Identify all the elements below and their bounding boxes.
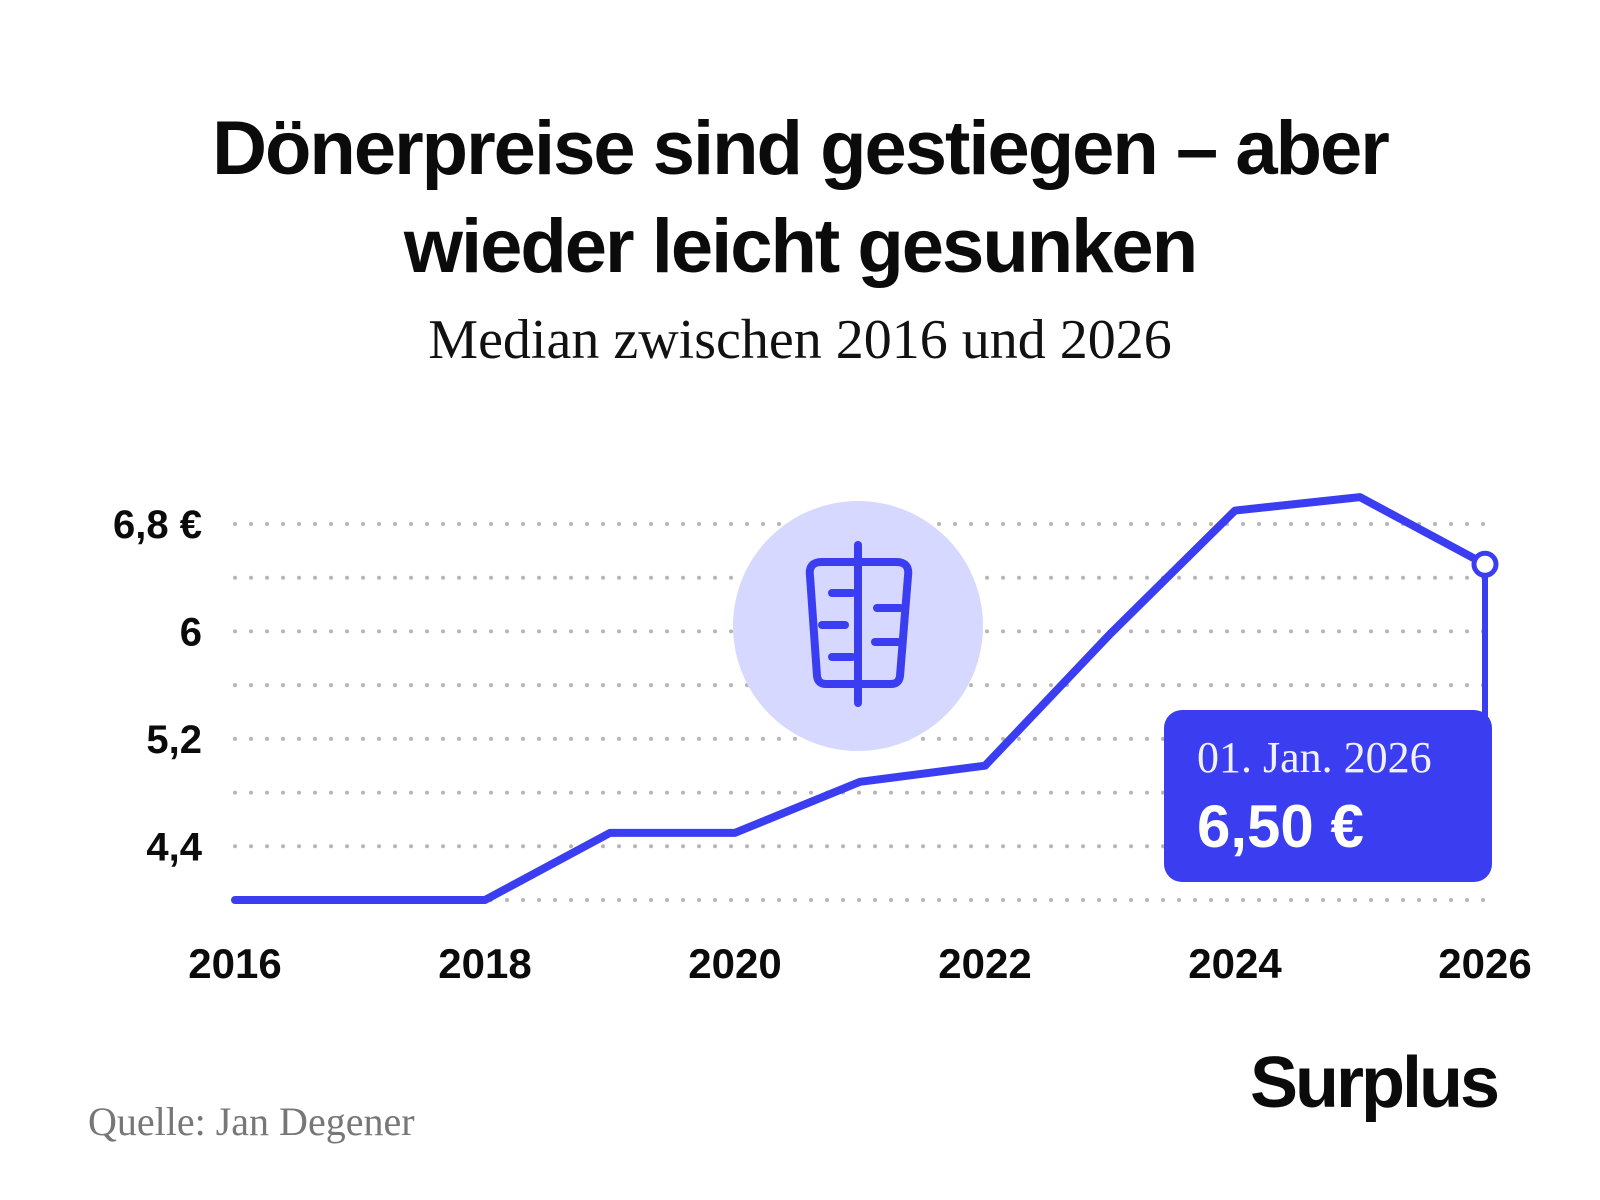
chart-title: Dönerpreise sind gestiegen – aber wieder…	[0, 100, 1600, 296]
x-tick-label: 2024	[1188, 940, 1282, 987]
data-point-2019	[606, 829, 614, 837]
y-axis-ticks: 6,8 € 6 5,2 4,4	[113, 503, 203, 869]
x-tick-label: 2016	[188, 940, 281, 987]
y-tick-label: 5,2	[146, 718, 202, 762]
data-point-2017	[356, 896, 364, 904]
data-point-2022	[981, 762, 989, 770]
chart-subtitle: Median zwischen 2016 und 2026	[428, 309, 1172, 371]
callout-value: 6,50 €	[1197, 793, 1364, 860]
y-tick-label: 6,8 €	[113, 503, 202, 547]
x-axis-ticks: 2016 2018 2020 2022 2024 2026	[188, 940, 1531, 987]
chart-title-line-1: Dönerpreise sind gestiegen – aber	[212, 106, 1390, 191]
doner-kebab-icon	[733, 501, 983, 751]
x-tick-label: 2020	[688, 940, 781, 987]
data-point-2021	[856, 778, 864, 786]
value-callout: 01. Jan. 2026 6,50 €	[1164, 710, 1492, 882]
doner-icon-glyph	[805, 541, 913, 707]
highlight-point-2026	[1471, 550, 1499, 578]
data-point-2023	[1106, 630, 1114, 638]
y-tick-label: 4,4	[146, 825, 202, 869]
x-tick-label: 2022	[938, 940, 1031, 987]
x-tick-label: 2018	[438, 940, 531, 987]
brand-logo: Surplus	[1250, 1043, 1500, 1123]
data-point-2016	[231, 896, 239, 904]
callout-date: 01. Jan. 2026	[1197, 733, 1432, 782]
data-point-2018	[481, 896, 489, 904]
data-point-2024	[1231, 507, 1239, 515]
source-note: Quelle: Jan Degener	[88, 1099, 415, 1144]
series-line-median-price	[231, 493, 1489, 904]
chart-title-line-2: wieder leicht gesunken	[403, 204, 1198, 289]
y-tick-label: 6	[180, 610, 202, 654]
data-point-2020	[731, 829, 739, 837]
data-point-2025	[1356, 493, 1364, 501]
x-tick-label: 2026	[1438, 940, 1531, 987]
